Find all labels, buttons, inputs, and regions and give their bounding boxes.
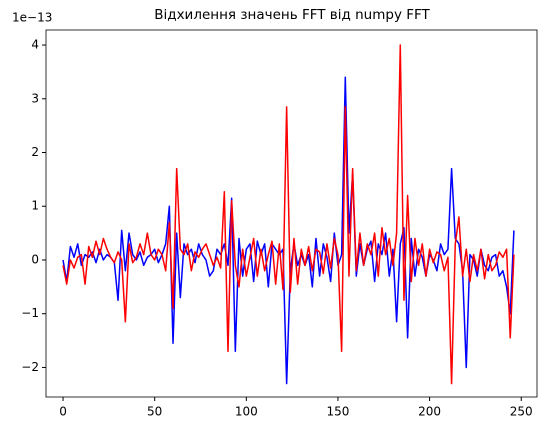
chart-title: Відхилення значень FFT від numpy FFT — [154, 7, 430, 23]
x-tick-label: 100 — [235, 405, 258, 419]
x-tick-label: 50 — [147, 405, 162, 419]
y-tick-label: −1 — [21, 306, 39, 320]
y-tick-label: 3 — [31, 91, 39, 105]
y-tick-label: −2 — [21, 360, 39, 374]
x-tick-label: 200 — [418, 405, 441, 419]
plot-frame — [45, 29, 538, 398]
y-tick-label: 2 — [31, 145, 39, 159]
x-tick-label: 250 — [510, 405, 533, 419]
line-series — [62, 76, 515, 385]
line-series — [62, 44, 515, 385]
y-tick-label: 1 — [31, 199, 39, 213]
x-tick-label: 150 — [327, 405, 350, 419]
x-tick-label: 0 — [59, 405, 67, 419]
y-tick-label: 4 — [31, 38, 39, 52]
axis-offset: 1e−13 — [12, 11, 52, 25]
y-tick-label: 0 — [31, 252, 39, 266]
